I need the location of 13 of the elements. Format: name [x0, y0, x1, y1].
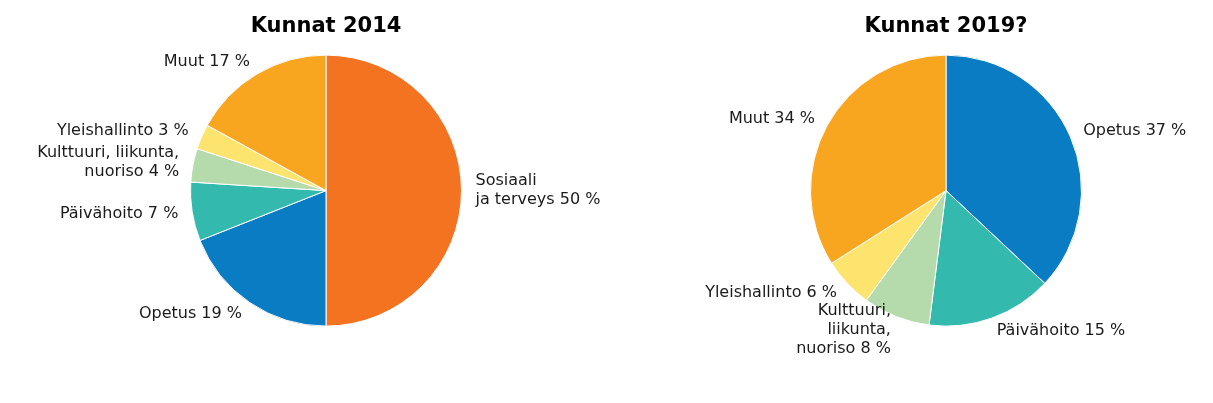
slice-label: Kulttuuri, liikunta, nuoriso 4 %: [37, 142, 180, 181]
slice-label: Yleishallinto 6 %: [704, 282, 838, 302]
slice-label: Muut 34 %: [728, 107, 815, 127]
slice-label: Opetus 37 %: [1083, 120, 1187, 140]
slice-label: Yleishallinto 3 %: [55, 120, 189, 140]
slice-label: Päivähoito 7 %: [59, 203, 179, 223]
slice-label: Päivähoito 15 %: [996, 320, 1126, 340]
slice-label: Sosiaali ja terveys 50 %: [474, 170, 601, 209]
slice-label: Muut 17 %: [163, 51, 250, 71]
slice-label: Kulttuuri, liikunta, nuoriso 8 %: [796, 299, 891, 357]
chart-title: Kunnat 2014: [250, 13, 402, 38]
slice-label: Opetus 19 %: [138, 303, 242, 323]
chart-title: Kunnat 2019?: [864, 13, 1028, 38]
